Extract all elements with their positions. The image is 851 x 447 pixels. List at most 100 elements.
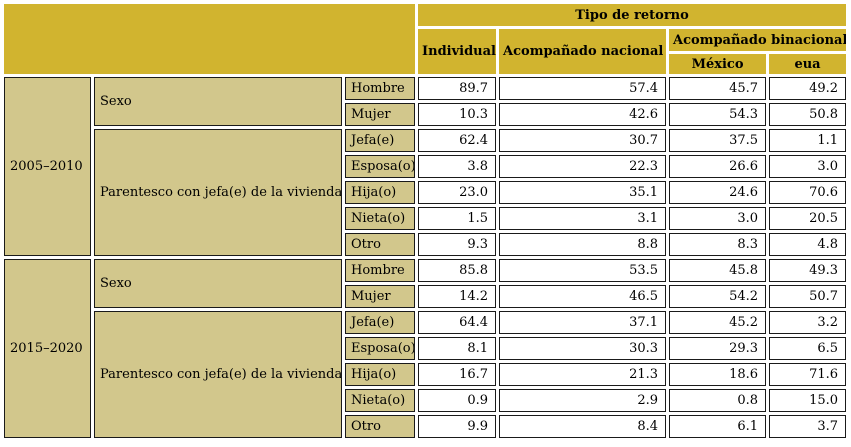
value-cell: 37.1	[499, 311, 667, 334]
table-row: Hija(o) 23.0 35.1 24.6 70.6	[4, 181, 847, 204]
value-cell: 1.5	[418, 207, 497, 230]
row-label-cell: Jefa(e)	[345, 129, 416, 152]
value-cell: 14.2	[418, 285, 497, 308]
value-cell: 21.3	[499, 363, 667, 386]
value-cell: 53.5	[499, 259, 667, 282]
header-acompanado-nacional: Acompañado nacional	[499, 29, 667, 74]
table-row: Nieta(o) 1.5 3.1 3.0 20.5	[4, 207, 847, 230]
category-cell: Parentesco con jefa(e) de la vivienda	[94, 129, 342, 256]
value-cell: 3.0	[669, 207, 767, 230]
row-label-cell: Nieta(o)	[345, 207, 416, 230]
value-cell: 45.2	[669, 311, 767, 334]
table-row: Esposa(o) 8.1 30.3 29.3 6.5	[4, 337, 847, 360]
value-cell: 57.4	[499, 77, 667, 100]
value-cell: 23.0	[418, 181, 497, 204]
category-cell: Sexo	[94, 259, 342, 308]
table-row: Esposa(o) 3.8 22.3 26.6 3.0	[4, 155, 847, 178]
value-cell: 42.6	[499, 103, 667, 126]
value-cell: 46.5	[499, 285, 667, 308]
value-cell: 70.6	[769, 181, 847, 204]
value-cell: 45.7	[669, 77, 767, 100]
value-cell: 49.2	[769, 77, 847, 100]
value-cell: 2.9	[499, 389, 667, 412]
value-cell: 10.3	[418, 103, 497, 126]
table-row: 2005–2010 Sexo Hombre 89.7 57.4 45.7 49.2	[4, 77, 847, 256]
value-cell: 6.5	[769, 337, 847, 360]
value-cell: 37.5	[669, 129, 767, 152]
value-cell: 16.7	[418, 363, 497, 386]
value-cell: 64.4	[418, 311, 497, 334]
header-eua: eua	[769, 54, 847, 74]
value-cell: 3.0	[769, 155, 847, 178]
value-cell: 0.8	[669, 389, 767, 412]
value-cell: 22.3	[499, 155, 667, 178]
table-row: Nieta(o) 0.9 2.9 0.8 15.0	[4, 389, 847, 412]
value-cell: 20.5	[769, 207, 847, 230]
table-row: 2015–2020 Sexo Hombre 85.8 53.5 45.8 49.3	[4, 259, 847, 438]
header-individual: Individual	[418, 29, 497, 74]
value-cell: 3.7	[769, 415, 847, 438]
header-tipo-de-retorno: Tipo de retorno	[418, 4, 847, 26]
value-cell: 50.8	[769, 103, 847, 126]
table-row: Mujer 14.2 46.5 54.2 50.7	[4, 285, 847, 308]
row-label-cell: Mujer	[345, 103, 416, 126]
value-cell: 54.3	[669, 103, 767, 126]
value-cell: 45.8	[669, 259, 767, 282]
header-row-top: Tipo de retorno	[4, 4, 847, 74]
value-cell: 3.1	[499, 207, 667, 230]
row-label-cell: Esposa(o)	[345, 155, 416, 178]
value-cell: 3.8	[418, 155, 497, 178]
value-cell: 8.4	[499, 415, 667, 438]
header-mexico: México	[669, 54, 767, 74]
row-label-cell: Hombre	[345, 77, 416, 100]
row-label-cell: Otro	[345, 233, 416, 256]
row-label-cell: Nieta(o)	[345, 389, 416, 412]
row-label-cell: Hija(o)	[345, 181, 416, 204]
table-row: Otro 9.9 8.4 6.1 3.7	[4, 415, 847, 438]
value-cell: 0.9	[418, 389, 497, 412]
value-cell: 8.3	[669, 233, 767, 256]
value-cell: 29.3	[669, 337, 767, 360]
header-row-bottom: México eua	[4, 54, 847, 74]
table-row: Parentesco con jefa(e) de la vivienda Jef…	[4, 129, 847, 256]
value-cell: 26.6	[669, 155, 767, 178]
value-cell: 15.0	[769, 389, 847, 412]
value-cell: 1.1	[769, 129, 847, 152]
value-cell: 8.1	[418, 337, 497, 360]
value-cell: 4.8	[769, 233, 847, 256]
value-cell: 30.7	[499, 129, 667, 152]
table-row: Otro 9.3 8.8 8.3 4.8	[4, 233, 847, 256]
header-row-middle: Individual Acompañado nacional Acompañad…	[4, 29, 847, 74]
row-label-cell: Esposa(o)	[345, 337, 416, 360]
table-row: Parentesco con jefa(e) de la vivienda Jef…	[4, 311, 847, 438]
value-cell: 50.7	[769, 285, 847, 308]
value-cell: 71.6	[769, 363, 847, 386]
value-cell: 49.3	[769, 259, 847, 282]
value-cell: 35.1	[499, 181, 667, 204]
category-cell: Parentesco con jefa(e) de la vivienda	[94, 311, 342, 438]
period-cell: 2015–2020	[4, 259, 91, 438]
value-cell: 85.8	[418, 259, 497, 282]
table-header: Tipo de retorno Individual Acompañado na…	[4, 4, 847, 74]
header-corner-cell	[4, 4, 416, 74]
value-cell: 30.3	[499, 337, 667, 360]
row-label-cell: Mujer	[345, 285, 416, 308]
header-acompanado-binacional: Acompañado binacional	[669, 29, 847, 51]
value-cell: 54.2	[669, 285, 767, 308]
value-cell: 24.6	[669, 181, 767, 204]
table-row: Hija(o) 16.7 21.3 18.6 71.6	[4, 363, 847, 386]
table-body: 2005–2010 Sexo Hombre 89.7 57.4 45.7 49.2 Mujer…	[4, 77, 847, 438]
table-row: Mujer 10.3 42.6 54.3 50.8	[4, 103, 847, 126]
row-label-cell: Hombre	[345, 259, 416, 282]
category-cell: Sexo	[94, 77, 342, 126]
value-cell: 62.4	[418, 129, 497, 152]
value-cell: 6.1	[669, 415, 767, 438]
period-cell: 2005–2010	[4, 77, 91, 256]
value-cell: 3.2	[769, 311, 847, 334]
row-label-cell: Otro	[345, 415, 416, 438]
value-cell: 89.7	[418, 77, 497, 100]
row-label-cell: Jefa(e)	[345, 311, 416, 334]
value-cell: 9.3	[418, 233, 497, 256]
value-cell: 8.8	[499, 233, 667, 256]
